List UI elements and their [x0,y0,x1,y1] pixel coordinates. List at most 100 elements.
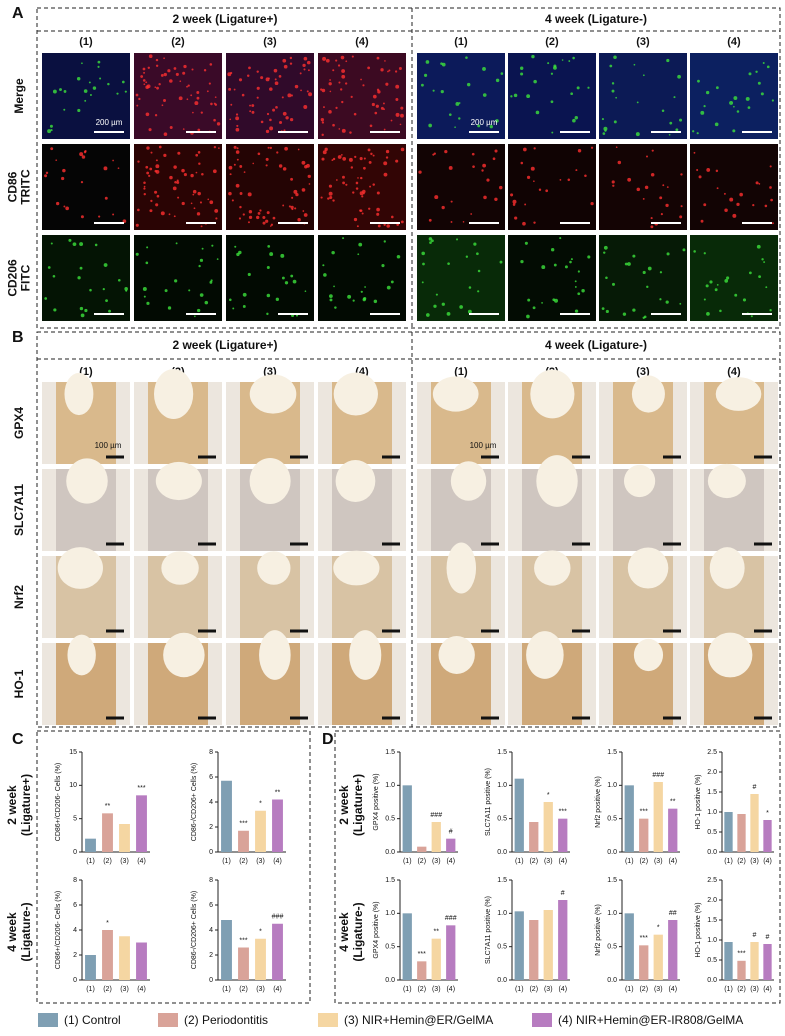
x-tick-label: (2) [529,858,538,865]
fluorescence-dot [526,314,530,319]
fluorescence-dot [703,252,706,255]
fluorescence-dot [97,65,100,68]
fluorescence-dot [373,299,378,304]
y-tick-label: 8 [209,877,213,884]
y-tick-label: 0.5 [497,816,507,823]
fluorescence-dot [340,55,345,60]
fluorescence-dot [231,199,234,202]
fluorescence-dot [698,175,702,179]
background-area [491,469,505,551]
fluorescence-dot [295,192,299,197]
fluorescence-dot [97,60,101,64]
fluorescence-dot [136,104,139,107]
fluorescence-dot [143,181,146,185]
fluorescence-dot [329,196,333,200]
fluorescence-dot [520,259,524,264]
fluorescence-dot [380,68,384,72]
fluorescence-dot [301,188,306,192]
fluorescence-dot [275,106,278,109]
fluorescence-dot [705,90,710,95]
fluorescence-dot [218,147,220,149]
fluorescence-dot [440,90,444,94]
fluorescence-dot [158,83,161,86]
bar [639,945,649,980]
fluorescence-dot [734,293,738,297]
y-tick-label: 0.0 [497,849,507,856]
tooth-area [249,374,297,414]
fluorescence-dot [632,308,636,312]
fluorescence-dot [50,147,54,151]
fluorescence-dot [355,181,359,185]
background-area [582,469,596,551]
fluorescence-dot [533,147,536,150]
x-tick-label: (3) [256,858,265,865]
fluorescence-dot [770,198,773,202]
fluorescence-dot [121,80,125,84]
fluorescence-dot [321,133,324,137]
x-tick-label: (1) [222,986,231,993]
y-tick-label: 1.5 [385,749,395,756]
fluorescence-dot [188,289,191,292]
fluorescence-dot [471,152,475,156]
x-tick-label: (1) [515,858,524,865]
background-area [134,643,148,725]
fluorescence-dot [716,187,719,190]
fluorescence-dot [228,191,232,196]
x-tick-label: (4) [668,986,677,993]
background-area [764,643,778,725]
fluorescence-dot [228,165,233,170]
fluorescence-dot [644,185,649,190]
fluorescence-dot [329,79,331,81]
fluorescence-dot [692,130,695,133]
fluorescence-dot [331,159,334,162]
fluorescence-dot [251,110,255,114]
fluorescence-dot [328,110,332,114]
fluorescence-dot [425,60,430,64]
bar [446,925,456,980]
panel-label: C [12,731,24,748]
y-tick-label: 2.0 [707,769,717,776]
fluorescence-dot [574,286,577,288]
fluorescence-dot [290,205,294,210]
fluorescence-dot [269,252,274,257]
fluorescence-dot [200,111,203,114]
fluorescence-dot [155,159,158,162]
y-tick-label: 1.0 [707,809,717,816]
fluorescence-dot [137,160,140,163]
panel-label: A [12,5,24,22]
fluorescence-dot [441,62,446,67]
y-tick-label: 1.5 [497,877,507,884]
fluorescence-dot [203,69,207,72]
fluorescence-dot [140,75,144,78]
background-area [300,382,314,464]
panel-frames [36,7,781,1004]
tooth-area [715,377,762,411]
x-tick-label: (1) [403,986,412,993]
fluorescence-dot [265,157,269,161]
fluorescence-dot [190,173,194,178]
fluorescence-dot [158,145,162,149]
x-tick-label: (2) [239,986,248,993]
y-tick-label: 0.5 [707,829,717,836]
fluorescence-dot [675,128,679,132]
fluorescence-dot [177,196,180,199]
fluorescence-dot [342,175,345,179]
fluorescence-dot [155,203,159,207]
y-tick-label: 1.5 [607,749,617,756]
tooth-area [66,458,108,504]
y-tick-label: 1.5 [497,749,507,756]
fluorescence-dot [290,274,294,278]
fluorescence-dot [353,112,357,116]
fluorescence-dot [733,105,735,108]
tooth-area [57,547,103,589]
fluorescence-dot [355,187,359,190]
significance: *** [239,821,247,828]
y-axis-label: HO-1 positive (%) [695,774,702,829]
fluorescence-dot [268,77,270,80]
fluorescence-dot [748,72,752,76]
fluorescence-dot [636,101,639,104]
background-area [673,382,687,464]
fluorescence-dot [421,251,425,256]
y-tick-label: 4 [209,799,213,806]
fluorescence-dot [612,184,615,187]
